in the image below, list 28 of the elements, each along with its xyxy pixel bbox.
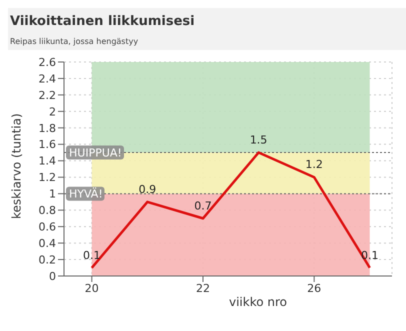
y-tick-label: 1.2 <box>38 171 56 184</box>
y-tick-label: 0.6 <box>38 220 56 234</box>
ref-line-label: HUIPPUA! <box>69 146 122 160</box>
data-label: 0.9 <box>138 182 156 196</box>
y-axis-title: keskiarvo (tuntia) <box>9 113 24 219</box>
x-tick-label: 20 <box>84 282 99 295</box>
y-tick-label: 2.6 <box>38 56 56 69</box>
y-tick-label: 0.2 <box>38 253 56 266</box>
y-tick-label: 0.4 <box>38 236 56 250</box>
x-axis-title: viikko nro <box>228 295 288 309</box>
y-tick-label: 1.6 <box>38 138 56 152</box>
y-tick-label: 0.8 <box>38 204 56 218</box>
data-label: 0.1 <box>83 248 101 262</box>
data-label: 1.5 <box>250 134 268 147</box>
data-label: 0.7 <box>194 199 212 212</box>
y-tick-label: 2.2 <box>38 88 56 102</box>
y-tick-label: 2.4 <box>38 72 56 86</box>
y-tick-label: 2 <box>49 105 56 118</box>
y-tick-label: 1.8 <box>38 122 56 135</box>
y-tick-label: 0 <box>49 270 56 283</box>
chart-title: Viikoittainen liikkumisesi <box>9 13 196 29</box>
x-tick-label: 26 <box>307 282 322 295</box>
ref-line-label: HYVÄ! <box>69 186 103 201</box>
y-tick-label: 1 <box>49 188 56 201</box>
data-label: 1.2 <box>305 158 323 172</box>
chart-subtitle: Reipas liikunta, jossa hengästyy <box>9 36 140 48</box>
x-tick-label: 22 <box>196 282 210 295</box>
y-tick-label: 1.4 <box>38 154 56 168</box>
